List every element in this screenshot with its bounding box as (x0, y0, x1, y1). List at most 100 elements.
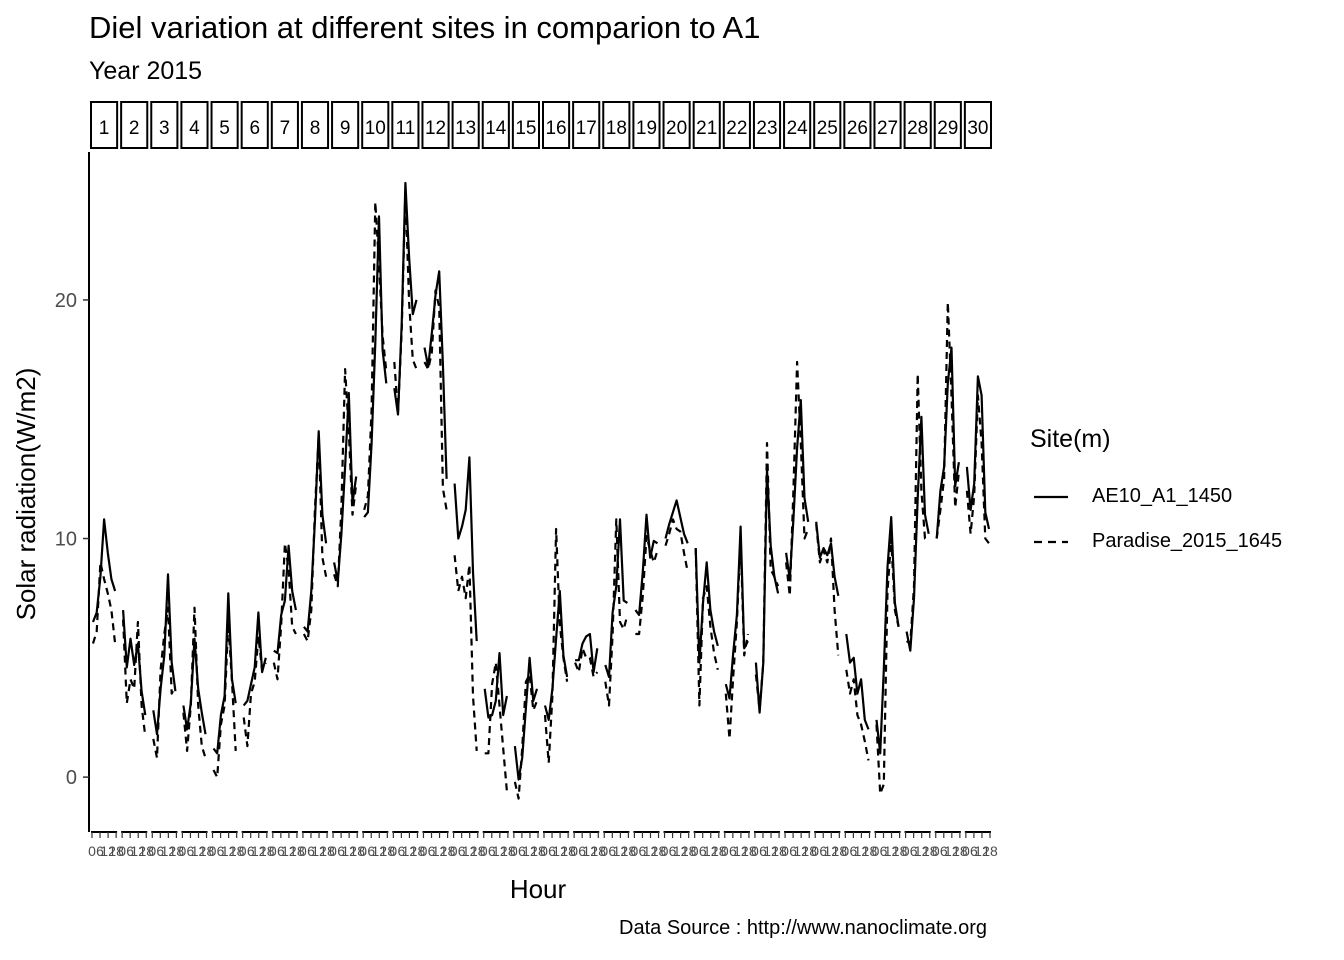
facet-strip-13 (451, 101, 480, 149)
x-tick-label-1-18: 18 (108, 843, 124, 859)
series-dashed-panel-21 (694, 548, 719, 707)
series-solid-panel-7 (273, 544, 297, 655)
x-tick-label-20-18: 18 (681, 843, 697, 859)
x-tick-label-24-12: 12 (793, 843, 809, 859)
x-tick-label-9-6: 6 (337, 843, 345, 859)
series-dashed-panel-2 (122, 619, 147, 737)
facet-label-17: 17 (576, 118, 597, 139)
x-tick-label-20-0: 0 (661, 843, 669, 859)
x-tick-label-16-12: 12 (552, 843, 568, 859)
series-solid-panel-4 (182, 637, 207, 735)
facet-label-13: 13 (455, 118, 476, 139)
x-tick-label-28-18: 18 (922, 843, 938, 859)
series-dashed-panel-20 (664, 518, 689, 573)
x-tick-label-12-12: 12 (432, 843, 448, 859)
x-tick-label-22-12: 12 (733, 843, 749, 859)
x-tick-label-10-18: 18 (380, 843, 396, 859)
x-tick-label-27-18: 18 (892, 843, 908, 859)
facet-label-19: 19 (636, 118, 657, 139)
x-tick-label-15-18: 18 (530, 843, 546, 859)
x-tick-label-25-12: 12 (823, 843, 839, 859)
chart-title: Diel variation at different sites in com… (89, 10, 761, 45)
facet-strip-16 (542, 101, 571, 149)
facet-strip-30 (963, 101, 992, 149)
x-tick-label-29-12: 12 (944, 843, 960, 859)
x-tick-label-7-12: 12 (281, 843, 297, 859)
facet-label-24: 24 (787, 118, 809, 139)
x-tick-label-2-6: 6 (126, 843, 134, 859)
x-tick-label-5-18: 18 (229, 843, 245, 859)
facet-label-18: 18 (606, 118, 627, 139)
facet-strip-26 (843, 101, 872, 149)
x-tick-label-30-6: 6 (970, 843, 978, 859)
series-dashed-panel-19 (635, 534, 659, 636)
facet-strip-29 (933, 101, 962, 149)
facet-label-25: 25 (817, 118, 838, 139)
x-tick-label-6-0: 0 (239, 843, 247, 859)
x-tick-label-1-6: 6 (96, 843, 104, 859)
x-tick-label-7-0: 0 (269, 843, 277, 859)
series-solid-panel-3 (152, 573, 177, 736)
x-tick-label-26-6: 6 (849, 843, 857, 859)
facet-label-23: 23 (756, 118, 777, 139)
x-tick-label-21-12: 12 (703, 843, 719, 859)
legend-key-dashed (1034, 540, 1068, 543)
x-tick-label-23-0: 0 (751, 843, 759, 859)
series-dashed-panel-29 (935, 301, 960, 539)
x-tick-label-18-18: 18 (621, 843, 637, 859)
series-solid-panel-17 (575, 632, 599, 674)
x-tick-label-21-0: 0 (691, 843, 699, 859)
x-tick-label-7-18: 18 (289, 843, 305, 859)
x-tick-label-26-0: 0 (841, 843, 849, 859)
chart-subtitle: Year 2015 (89, 57, 203, 85)
series-dashed-panel-26 (845, 669, 870, 761)
facet-strip-23 (752, 101, 782, 149)
x-tick-label-26-12: 12 (854, 843, 870, 859)
x-tick-label-13-18: 18 (470, 843, 486, 859)
x-tick-label-6-18: 18 (259, 843, 275, 859)
x-tick-label-17-18: 18 (590, 843, 606, 859)
facet-strip-3 (150, 101, 179, 149)
series-dashed-panel-11 (393, 189, 418, 414)
x-tick-label-25-18: 18 (832, 843, 848, 859)
x-tick-label-29-6: 6 (940, 843, 948, 859)
x-tick-label-14-0: 0 (480, 843, 488, 859)
x-tick-label-10-0: 0 (359, 843, 367, 859)
x-tick-label-17-12: 12 (582, 843, 598, 859)
facet-strip-28 (903, 101, 932, 149)
series-solid-panel-6 (242, 611, 267, 707)
x-tick-label-4-12: 12 (191, 843, 207, 859)
facet-strip-18 (602, 101, 631, 149)
series-solid-panel-26 (845, 633, 870, 730)
x-tick-label-12-6: 6 (428, 843, 436, 859)
series-dashed-panel-9 (333, 368, 358, 588)
facet-label-1: 1 (99, 118, 110, 139)
facet-strip-27 (873, 101, 902, 149)
facet-label-10: 10 (365, 118, 386, 139)
x-tick-label-14-12: 12 (492, 843, 508, 859)
x-tick-label-14-18: 18 (500, 843, 516, 859)
facet-strip-4 (180, 101, 209, 149)
series-solid-panel-19 (634, 513, 659, 617)
x-tick-label-7-6: 6 (277, 843, 285, 859)
facet-label-6: 6 (249, 118, 260, 139)
x-tick-label-15-12: 12 (522, 843, 538, 859)
series-dashed-panel-18 (604, 518, 629, 707)
x-tick-label-10-6: 6 (367, 843, 375, 859)
facet-label-9: 9 (340, 118, 351, 139)
series-solid-panel-5 (212, 592, 237, 755)
series-dashed-panel-30 (965, 394, 990, 544)
x-tick-label-25-0: 0 (811, 843, 819, 859)
facet-strip-15 (511, 101, 540, 149)
x-tick-label-19-6: 6 (639, 843, 647, 859)
x-tick-label-21-6: 6 (699, 843, 707, 859)
x-tick-label-4-18: 18 (199, 843, 215, 859)
facet-label-16: 16 (545, 118, 566, 139)
facet-strip-2 (120, 101, 149, 149)
x-tick-label-11-12: 12 (402, 843, 418, 859)
series-solid-panel-18 (604, 518, 628, 679)
series-solid-panel-25 (815, 521, 840, 597)
facet-label-2: 2 (129, 118, 140, 139)
facet-strip-10 (361, 101, 390, 149)
x-axis-label: Hour (509, 874, 567, 904)
